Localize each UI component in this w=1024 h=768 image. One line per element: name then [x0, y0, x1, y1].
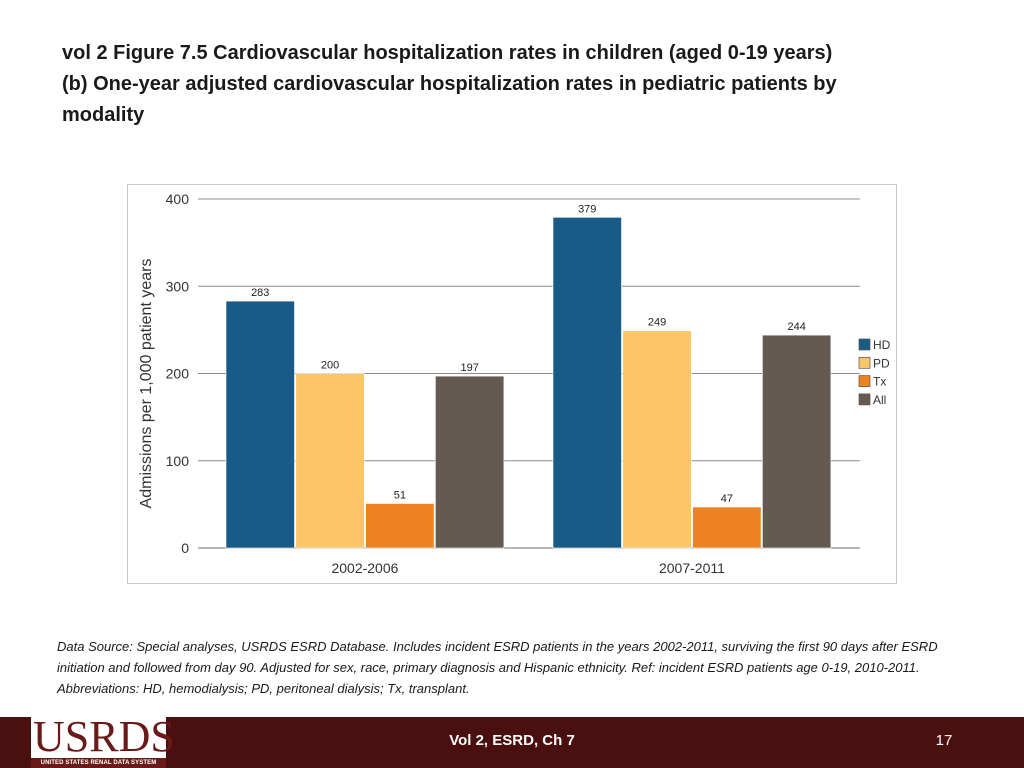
page-number: 17	[935, 732, 953, 749]
legend-label-all: All	[873, 393, 886, 407]
y-tick-label: 0	[181, 540, 189, 556]
data-label: 51	[394, 490, 406, 502]
legend-label-tx: Tx	[873, 375, 886, 389]
legend-swatch-hd	[858, 338, 871, 351]
legend-swatch-all	[858, 393, 871, 406]
legend-swatch-tx	[858, 375, 871, 387]
data-label: 283	[251, 287, 269, 299]
legend-label-pd: PD	[873, 356, 890, 370]
data-label: 249	[648, 317, 666, 329]
legend-label-hd: HD	[873, 338, 891, 352]
logo-wordmark: USRDS	[33, 712, 175, 761]
title-line-3: modality	[62, 104, 145, 126]
bar-all	[762, 334, 832, 549]
footer-bar	[0, 717, 1024, 768]
legend-swatch-pd	[858, 356, 871, 369]
usrds-logo: USRDS UNITED STATES RENAL DATA SYSTEM	[31, 712, 175, 768]
chart-frame: 0 100 200 300 400 Admissions per 1,000 patien…	[127, 184, 897, 584]
data-label: 379	[578, 203, 596, 215]
x-tick-label: 2007-2011	[659, 560, 725, 576]
bar-hd	[225, 300, 295, 549]
bar-hd	[552, 217, 622, 549]
y-tick-label: 300	[166, 278, 190, 294]
y-tick-label: 200	[166, 366, 190, 382]
y-tick-label: 400	[166, 191, 190, 207]
bar-all	[435, 375, 505, 549]
data-label: 197	[460, 362, 478, 374]
bar-pd	[622, 330, 692, 549]
bar-pd	[295, 373, 365, 549]
bar-tx	[365, 503, 435, 549]
bar-tx	[692, 506, 762, 549]
footer-section-label: Vol 2, ESRD, Ch 7	[449, 732, 575, 749]
bar-chart: 0 100 200 300 400 Admissions per 1,000 patien…	[138, 191, 891, 576]
slide-title: vol 2 Figure 7.5 Cardiovascular hospital…	[62, 38, 962, 131]
data-label: 47	[721, 493, 733, 505]
data-source-note: Data Source: Special analyses, USRDS ESR…	[57, 639, 938, 696]
y-axis-label: Admissions per 1,000 patient years	[138, 259, 155, 509]
title-line-1: vol 2 Figure 7.5 Cardiovascular hospital…	[62, 42, 833, 64]
title-line-2: (b) One-year adjusted cardiovascular hos…	[62, 73, 837, 95]
data-label: 244	[787, 321, 805, 333]
y-tick-label: 100	[166, 453, 190, 469]
logo-subtitle: UNITED STATES RENAL DATA SYSTEM	[31, 758, 166, 768]
data-label: 200	[321, 360, 339, 372]
x-tick-label: 2002-2006	[331, 560, 398, 576]
